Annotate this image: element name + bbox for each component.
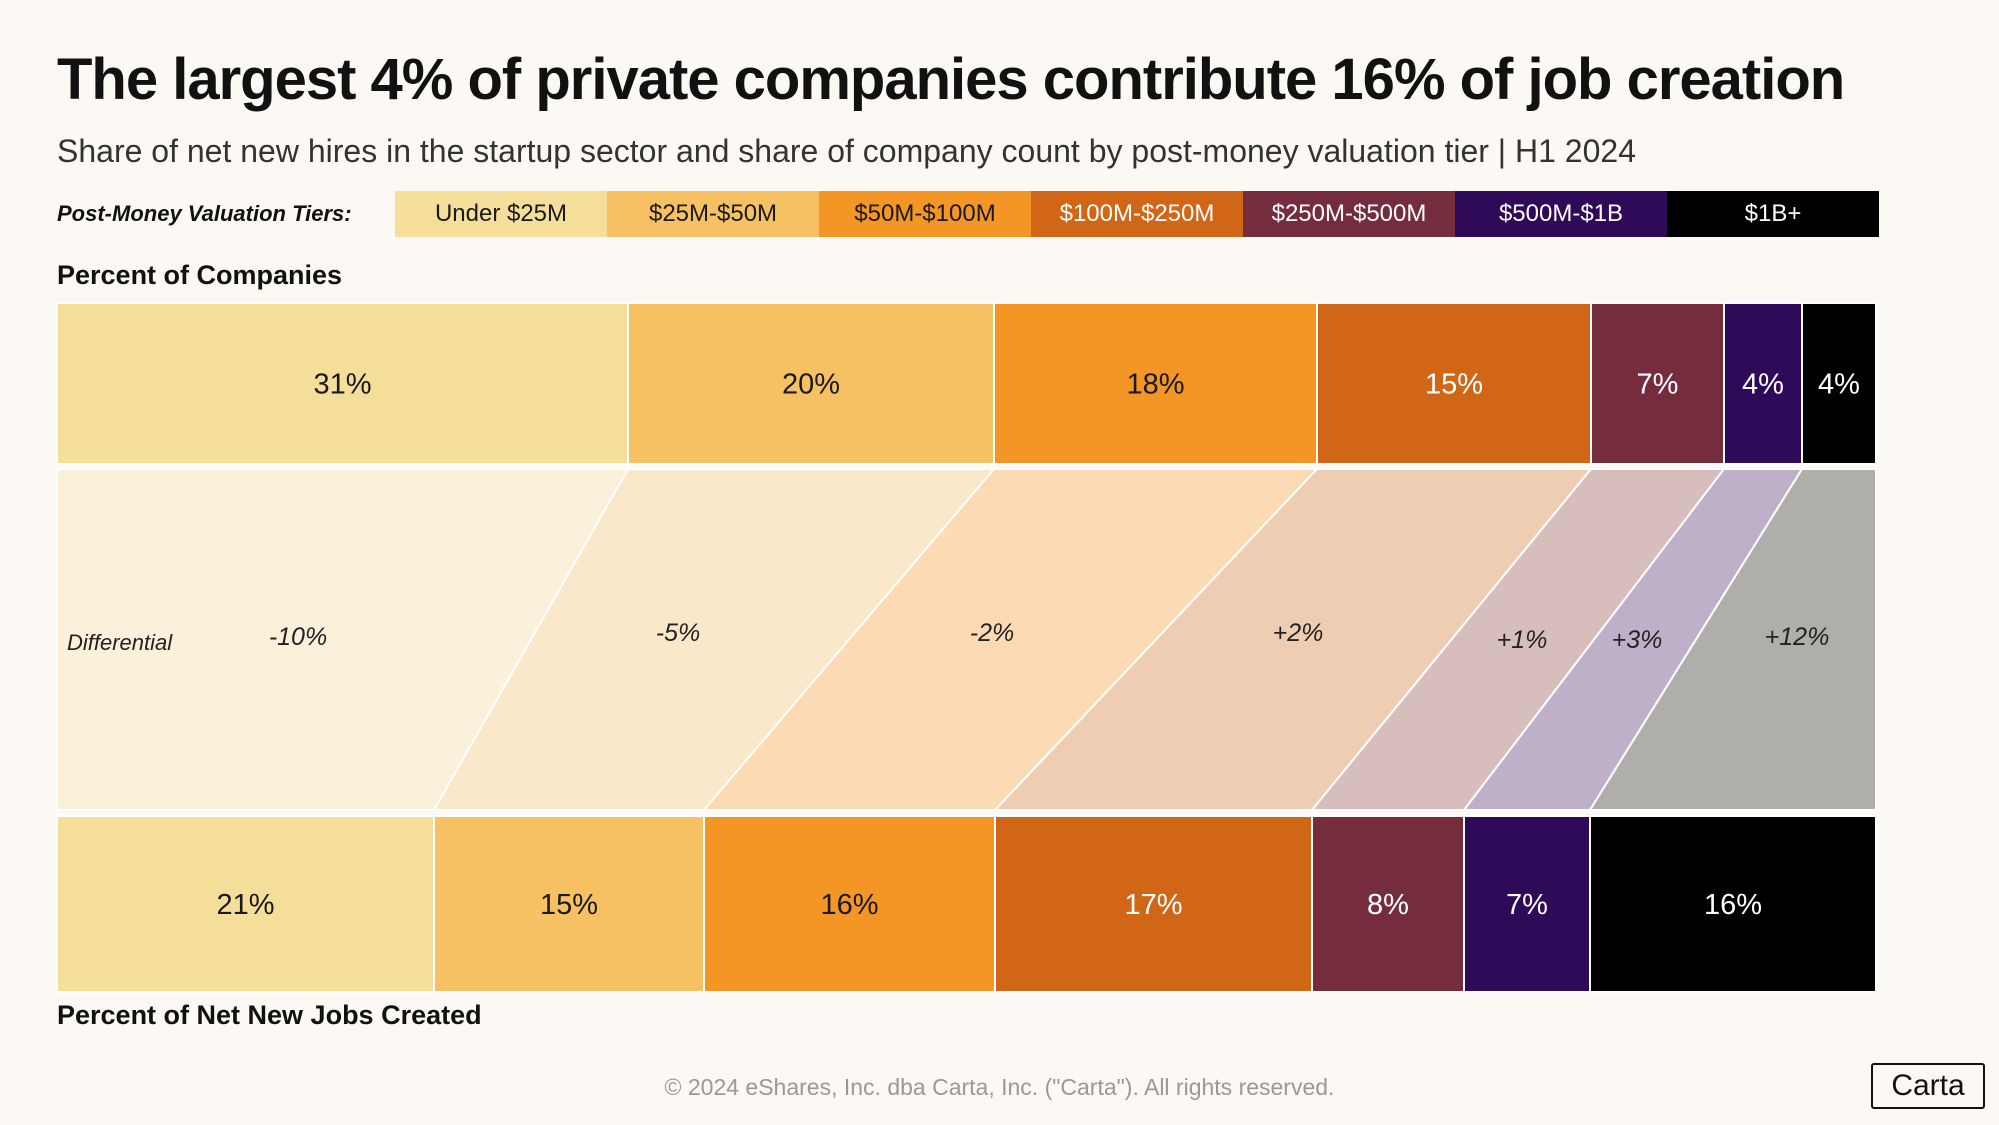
company-bar-label-25m-50m: 20% bbox=[782, 369, 840, 401]
company-bar-under-25m bbox=[56, 302, 629, 465]
company-bar-label-50m-100m: 18% bbox=[1126, 369, 1184, 401]
jobs-bar-50m-100m bbox=[703, 815, 996, 993]
jobs-bar-label-50m-100m: 16% bbox=[820, 889, 878, 921]
company-bar-label-500m-1b: 4% bbox=[1742, 369, 1784, 401]
jobs-bar-250m-500m bbox=[1311, 815, 1465, 993]
footer-copyright: © 2024 eShares, Inc. dba Carta, Inc. ("C… bbox=[664, 1074, 1335, 1100]
bottom-row-label: Percent of Net New Jobs Created bbox=[57, 1000, 482, 1030]
legend-item-250m-500m: $250M-$500M bbox=[1243, 191, 1455, 237]
jobs-bar-100m-250m bbox=[994, 815, 1313, 993]
differential-value-100m-250m: +2% bbox=[1273, 619, 1324, 647]
jobs-bar-1b-plus bbox=[1589, 815, 1877, 993]
differential-value-1b-plus: +12% bbox=[1765, 623, 1830, 651]
differential-value-250m-500m: +1% bbox=[1497, 626, 1548, 654]
legend-item-25m-50m: $25M-$50M bbox=[607, 191, 819, 237]
jobs-bar-label-250m-500m: 8% bbox=[1367, 889, 1409, 921]
differential-value-50m-100m: -2% bbox=[970, 619, 1014, 647]
differential-label: Differential bbox=[67, 630, 173, 655]
legend: Post-Money Valuation Tiers: Under $25M $… bbox=[57, 191, 1879, 237]
jobs-bar-label-under-25m: 21% bbox=[216, 889, 274, 921]
differential-value-25m-50m: -5% bbox=[656, 619, 700, 647]
differential-band-1b-plus bbox=[1588, 468, 1877, 811]
jobs-bar-under-25m bbox=[56, 815, 435, 993]
company-bar-1b-plus bbox=[1801, 302, 1877, 465]
legend-item-1b-plus: $1B+ bbox=[1667, 191, 1879, 237]
top-row-label: Percent of Companies bbox=[57, 260, 343, 290]
legend-item-under-25m: Under $25M bbox=[395, 191, 607, 237]
company-bar-100m-250m bbox=[1316, 302, 1592, 465]
jobs-bar-500m-1b bbox=[1463, 815, 1591, 993]
differential-value-under-25m: -10% bbox=[269, 623, 327, 651]
jobs-bar-label-500m-1b: 7% bbox=[1506, 889, 1548, 921]
jobs-bar-label-100m-250m: 17% bbox=[1124, 889, 1182, 921]
company-bar-label-250m-500m: 7% bbox=[1637, 369, 1679, 401]
jobs-bar-label-1b-plus: 16% bbox=[1704, 889, 1762, 921]
company-bar-500m-1b bbox=[1723, 302, 1803, 465]
company-bar-label-1b-plus: 4% bbox=[1818, 369, 1860, 401]
jobs-bar-label-25m-50m: 15% bbox=[540, 889, 598, 921]
company-bar-label-100m-250m: 15% bbox=[1425, 369, 1483, 401]
legend-item-100m-250m: $100M-$250M bbox=[1031, 191, 1243, 237]
jobs-bar-25m-50m bbox=[433, 815, 705, 993]
legend-item-500m-1b: $500M-$1B bbox=[1455, 191, 1667, 237]
company-bar-label-under-25m: 31% bbox=[313, 369, 371, 401]
chart-subtitle: Share of net new hires in the startup se… bbox=[57, 133, 1636, 169]
legend-title: Post-Money Valuation Tiers: bbox=[57, 201, 352, 226]
company-bar-50m-100m bbox=[993, 302, 1318, 465]
differential-value-500m-1b: +3% bbox=[1612, 626, 1663, 654]
company-bar-250m-500m bbox=[1590, 302, 1725, 465]
chart-title: The largest 4% of private companies cont… bbox=[57, 47, 1845, 112]
carta-logo: Carta bbox=[1871, 1063, 1985, 1109]
legend-item-50m-100m: $50M-$100M bbox=[819, 191, 1031, 237]
company-bar-25m-50m bbox=[627, 302, 995, 465]
